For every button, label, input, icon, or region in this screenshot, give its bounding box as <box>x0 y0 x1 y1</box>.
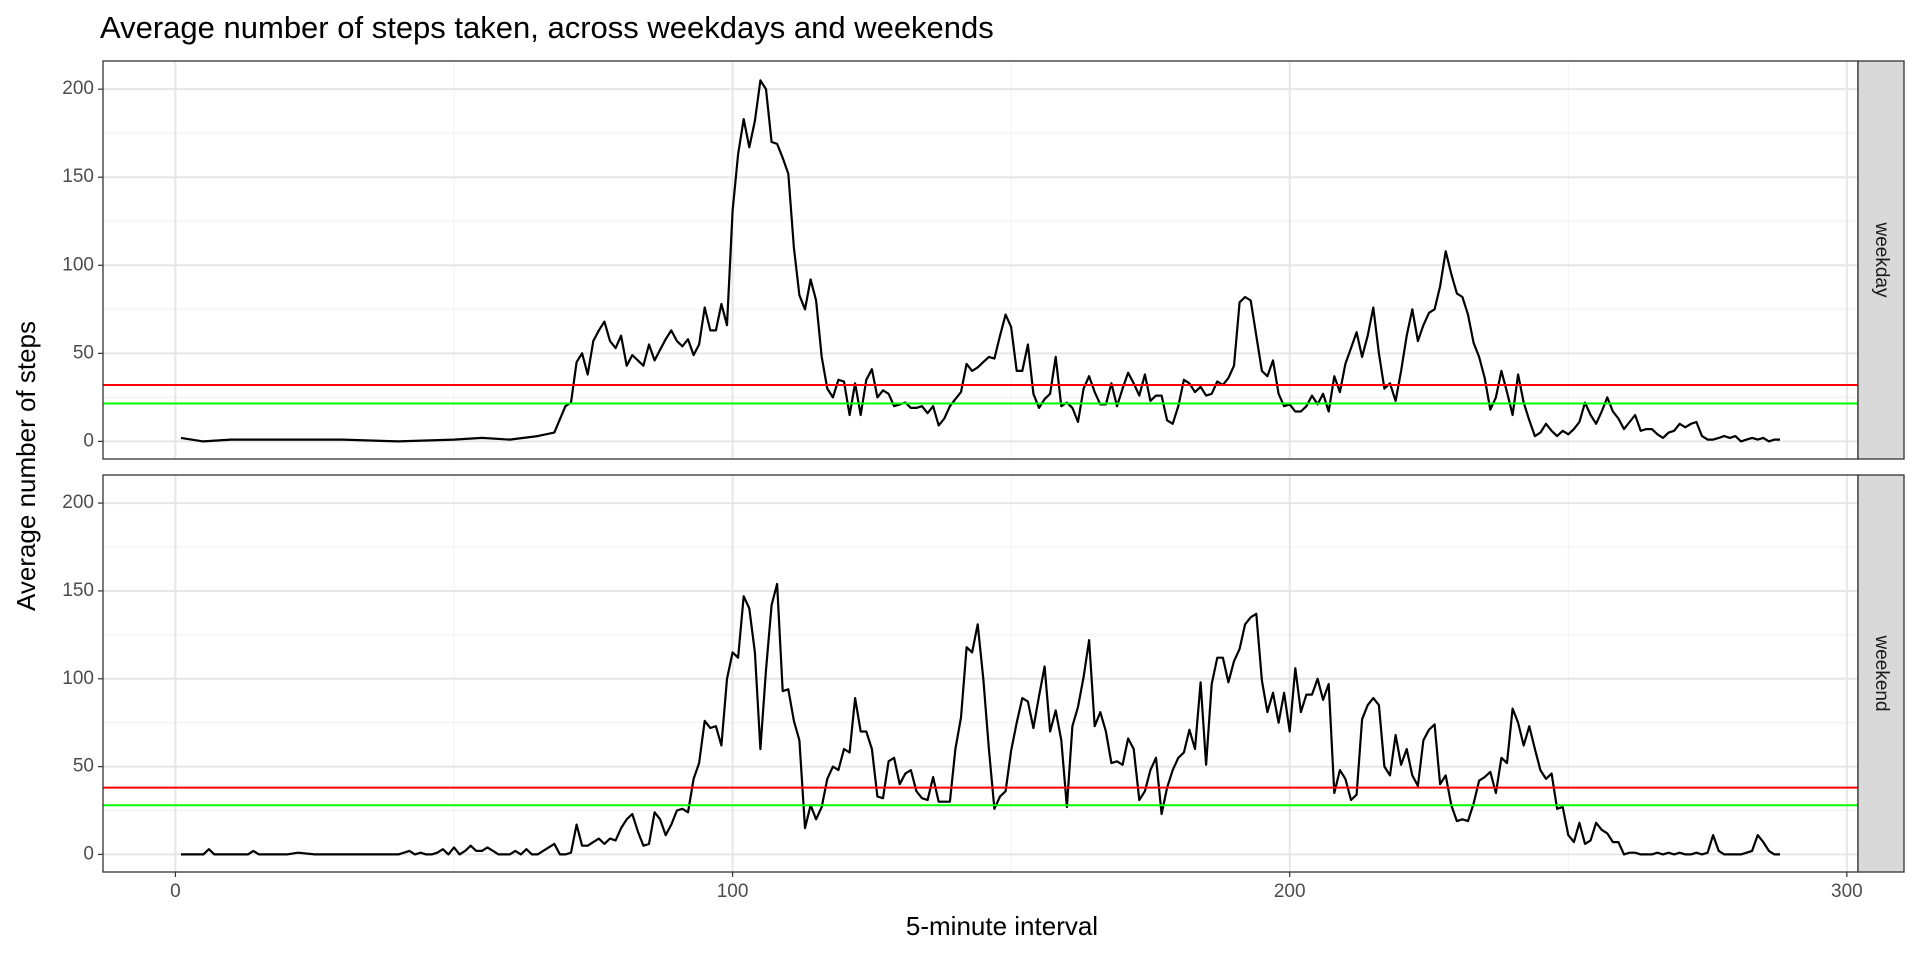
strip <box>1857 474 1905 873</box>
x-axis-label: 5-minute interval <box>906 911 1098 941</box>
y-tick-label: 0 <box>83 430 94 451</box>
y-tick-label: 150 <box>62 166 94 187</box>
y-tick-label: 100 <box>62 254 94 275</box>
strip-label: weekday <box>1871 222 1892 298</box>
y-tick-label: 150 <box>62 580 94 601</box>
x-tick-label: 0 <box>170 881 181 902</box>
data-line <box>181 582 1780 856</box>
y-axis-label: Average number of steps <box>11 321 41 611</box>
y-tick-label: 50 <box>73 756 94 777</box>
panel-background <box>103 475 1858 872</box>
x-tick-label: 100 <box>717 881 749 902</box>
y-tick-label: 200 <box>62 78 94 99</box>
chart-title: Average number of steps taken, across we… <box>100 10 994 45</box>
strip-label: weekend <box>1871 634 1892 711</box>
x-tick-label: 300 <box>1831 881 1863 902</box>
x-tick-label: 200 <box>1274 881 1306 902</box>
y-tick-label: 50 <box>73 342 94 363</box>
y-tick-label: 200 <box>62 492 94 513</box>
panel-background <box>103 61 1858 459</box>
strip <box>1857 60 1905 460</box>
y-tick-label: 100 <box>62 668 94 689</box>
y-tick-label: 0 <box>83 843 94 864</box>
